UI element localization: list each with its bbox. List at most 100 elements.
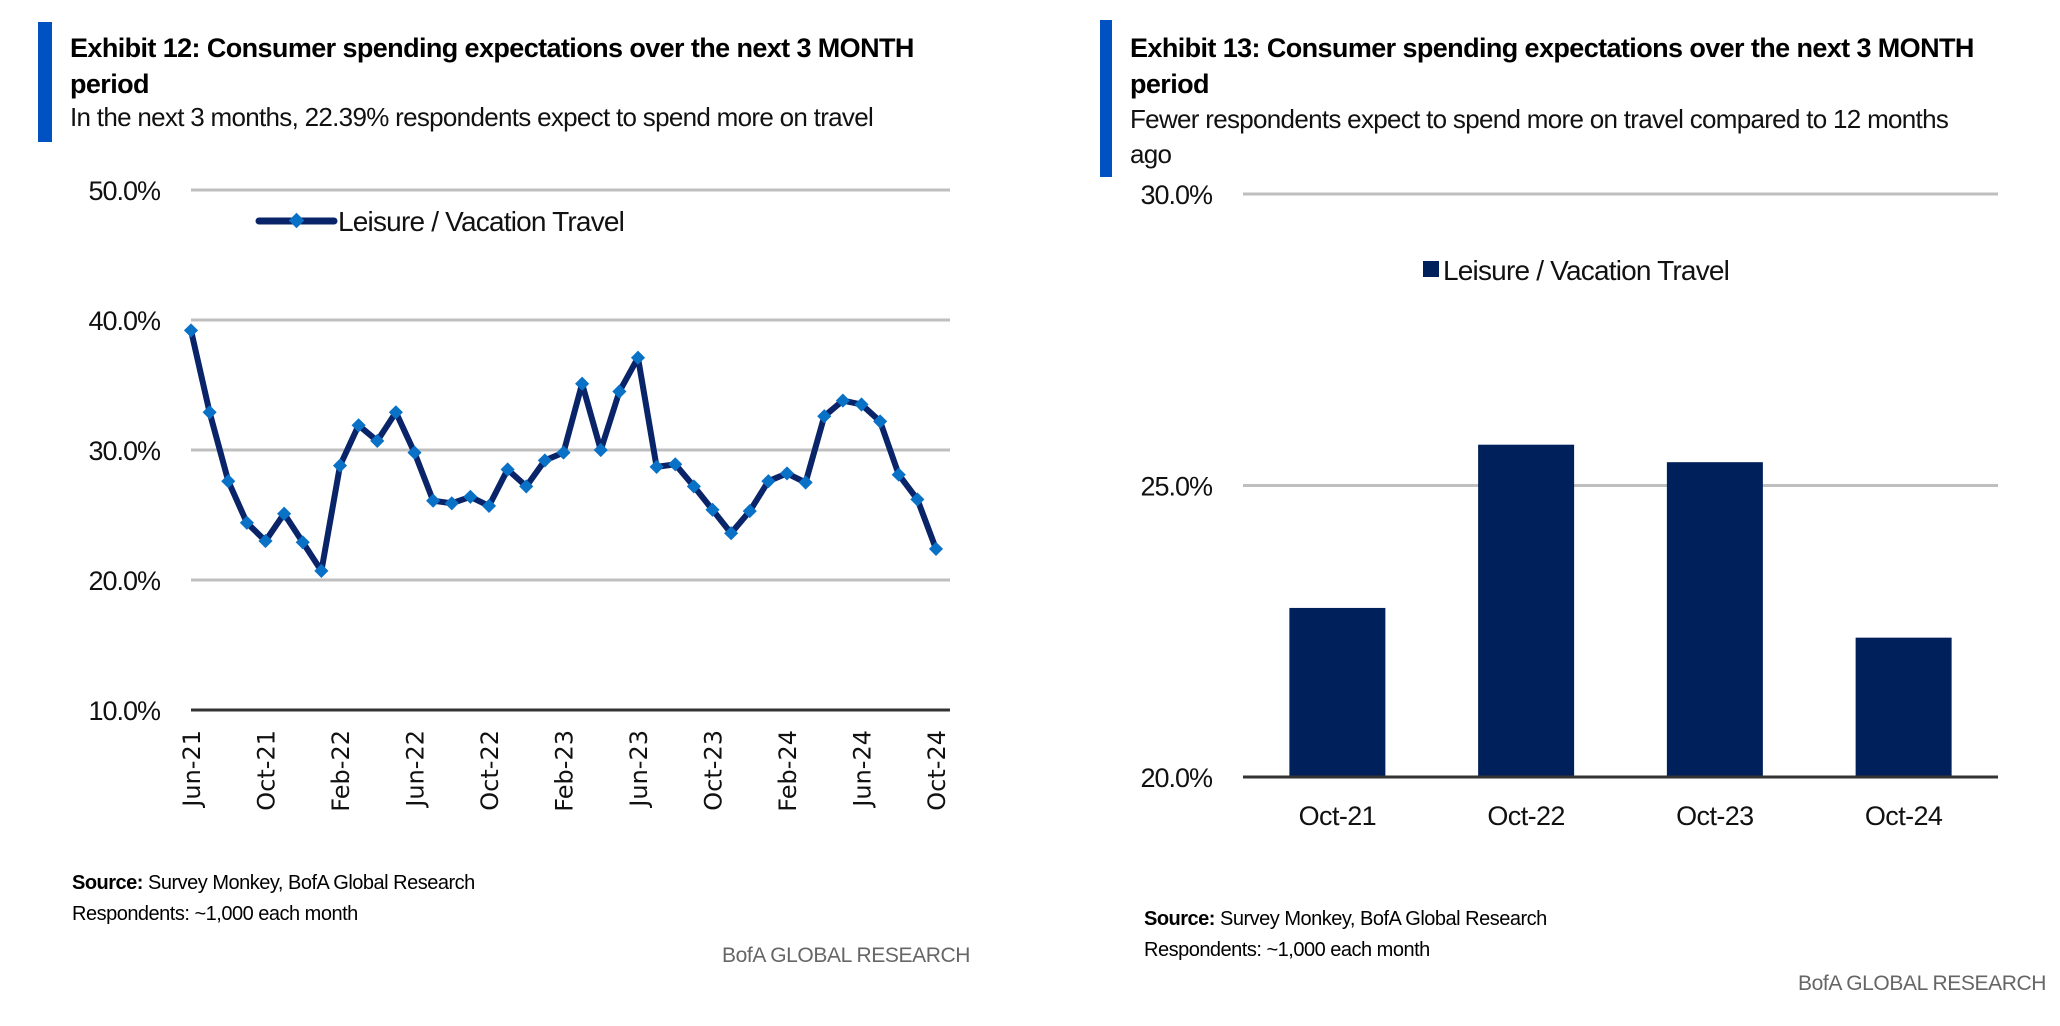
source-label: Source: — [72, 872, 143, 894]
y-tick-label: 20.0% — [1140, 763, 1213, 793]
exhibit-13-subtitle-line1: Fewer respondents expect to spend more o… — [1130, 104, 1949, 134]
data-point-marker — [277, 506, 292, 521]
bar — [1666, 462, 1763, 777]
exhibit-13: Exhibit 13: Consumer spending expectatio… — [1030, 0, 2060, 1026]
x-tick-label: Jun-24 — [849, 730, 877, 809]
data-point-marker — [500, 462, 515, 477]
exhibit-13-source: Source: Survey Monkey, BofA Global Resea… — [1144, 904, 1547, 935]
x-tick-label: Oct-23 — [700, 730, 728, 811]
x-tick-label: Feb-23 — [551, 730, 579, 812]
exhibit-12-title-line1: Exhibit 12: Consumer spending expectatio… — [70, 33, 914, 63]
exhibit-12-accent-bar — [38, 22, 52, 142]
bar — [1289, 607, 1386, 777]
legend-label: Leisure / Vacation Travel — [338, 206, 624, 237]
data-point-marker — [928, 541, 944, 557]
line-chart-x-axis: Jun-21 Oct-21 Feb-22 Jun-22 Oct-22 Feb-23 Jun-… — [178, 730, 951, 812]
data-point-marker — [761, 474, 776, 489]
x-tick-label: Jun-23 — [625, 730, 653, 809]
y-tick-label: 40.0% — [88, 306, 161, 336]
y-tick-label: 30.0% — [1140, 180, 1213, 210]
data-point-marker — [481, 498, 497, 513]
y-tick-label: 50.0% — [88, 176, 161, 206]
data-point-marker — [724, 526, 739, 541]
line-chart-legend: Leisure / Vacation Travel — [255, 206, 625, 237]
x-tick-label: Oct-24 — [1865, 801, 1943, 831]
data-point-marker — [258, 533, 273, 549]
x-tick-label: Jun-21 — [178, 730, 206, 809]
bar-chart-legend: Leisure / Vacation Travel — [1423, 255, 1730, 286]
data-point-marker — [202, 405, 217, 420]
bar-chart-gridlines — [1243, 192, 1998, 487]
legend-label: Leisure / Vacation Travel — [1443, 255, 1729, 286]
exhibit-13-accent-bar — [1100, 20, 1112, 177]
source-text: Survey Monkey, BofA Global Research — [1214, 908, 1547, 930]
data-point-marker — [463, 489, 478, 504]
bar-chart-bars — [1289, 444, 1952, 777]
y-tick-label: 20.0% — [88, 566, 161, 596]
exhibit-13-title-line1: Exhibit 13: Consumer spending expectatio… — [1130, 33, 1974, 63]
bar-chart-x-axis: Oct-21 Oct-22 Oct-23 Oct-24 — [1299, 801, 1944, 831]
data-point-marker — [556, 445, 571, 460]
data-point-marker — [426, 493, 441, 508]
exhibit-12-note: Respondents: ~1,000 each month — [72, 903, 358, 925]
data-point-marker — [183, 323, 199, 338]
bar — [1855, 637, 1952, 777]
data-point-marker — [891, 467, 906, 482]
data-point-marker — [575, 376, 590, 391]
data-point-marker — [388, 405, 403, 420]
source-text: Survey Monkey, BofA Global Research — [142, 872, 475, 894]
bar — [1478, 444, 1575, 777]
x-tick-label: Oct-21 — [253, 730, 281, 811]
data-point-marker — [370, 433, 385, 448]
data-point-marker — [239, 515, 254, 530]
x-tick-label: Oct-21 — [1299, 801, 1376, 831]
data-point-marker — [407, 445, 422, 460]
x-tick-label: Feb-22 — [327, 730, 355, 812]
x-tick-label: Feb-24 — [774, 730, 802, 812]
line-chart-series — [183, 323, 944, 578]
exhibit-13-title-line2: period — [1130, 69, 1210, 99]
x-tick-label: Oct-22 — [1487, 801, 1564, 831]
exhibit-12-brand: BofA GLOBAL RESEARCH — [722, 944, 970, 967]
data-point-marker — [705, 502, 720, 517]
data-point-marker — [779, 466, 795, 481]
legend-marker-icon — [288, 212, 305, 229]
data-point-marker — [817, 409, 832, 424]
data-point-marker — [332, 458, 348, 473]
bar-chart-y-axis: 20.0% 25.0% 30.0% — [1140, 180, 1214, 793]
x-tick-label: Jun-22 — [402, 730, 430, 809]
line-chart-y-axis: 10.0% 20.0% 30.0% 40.0% 50.0% — [88, 176, 162, 726]
data-point-marker — [593, 442, 608, 458]
exhibit-13-brand: BofA GLOBAL RESEARCH — [1798, 972, 2046, 995]
data-point-marker — [314, 563, 329, 578]
y-tick-label: 30.0% — [88, 436, 161, 466]
y-tick-label: 25.0% — [1140, 472, 1213, 502]
data-point-marker — [295, 535, 310, 550]
x-tick-label: Oct-23 — [1676, 801, 1753, 831]
data-point-marker — [798, 475, 813, 490]
data-point-marker — [221, 474, 236, 489]
data-point-marker — [835, 393, 850, 408]
data-point-marker — [612, 384, 627, 399]
data-point-marker — [630, 350, 646, 365]
data-point-marker — [351, 418, 366, 433]
data-point-marker — [910, 492, 925, 507]
exhibit-12-source: Source: Survey Monkey, BofA Global Resea… — [72, 868, 475, 899]
data-point-marker — [854, 397, 869, 412]
data-point-marker — [668, 457, 683, 472]
data-point-marker — [537, 453, 552, 468]
exhibit-13-subtitle-line2: ago — [1130, 139, 1172, 169]
source-label: Source: — [1144, 908, 1215, 930]
line-chart-gridlines — [191, 188, 950, 712]
x-tick-label: Oct-22 — [476, 730, 504, 811]
x-tick-label: Oct-24 — [923, 730, 951, 811]
exhibit-12-title-line2: period — [70, 69, 150, 99]
data-point-marker — [444, 496, 459, 511]
line-chart: 10.0% 20.0% 30.0% 40.0% 50.0% Jun-21 Oct-21 Fe… — [88, 176, 951, 812]
y-tick-label: 10.0% — [88, 696, 161, 726]
bar-chart: 20.0% 25.0% 30.0% Oct-21 Oct-22 Oct-23 Oct-24… — [1140, 180, 1998, 831]
data-point-marker — [873, 414, 888, 429]
data-point-marker — [649, 459, 664, 474]
exhibit-12-subtitle: In the next 3 months, 22.39% respondents… — [70, 102, 874, 132]
exhibit-12: Exhibit 12: Consumer spending expectatio… — [38, 22, 970, 967]
